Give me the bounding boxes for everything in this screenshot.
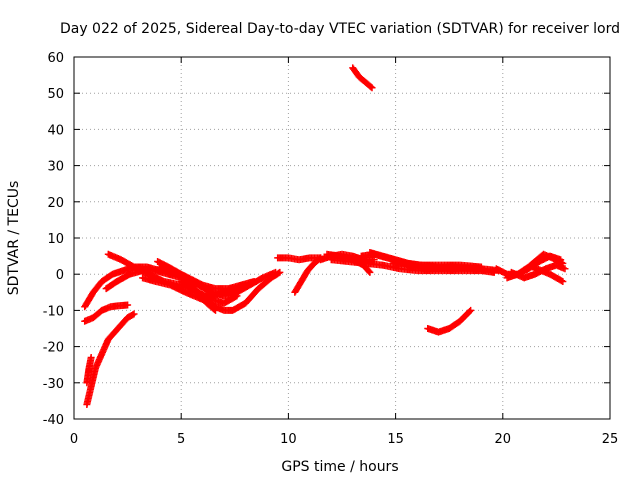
data-point: [124, 301, 132, 309]
data-point: [467, 306, 475, 314]
series-arc-1: [83, 310, 138, 409]
chart-title: Day 022 of 2025, Sidereal Day-to-day VTE…: [60, 21, 620, 37]
axis-ticks: 0 5 10 15 20 25 -40 -30 -20 -10 0 10 20 30 40 50 60: [43, 51, 619, 447]
data-point: [559, 277, 567, 285]
data-point: [367, 83, 375, 91]
series-arc-19: [424, 306, 475, 336]
series-arc-11: [274, 254, 325, 264]
data-marks: [81, 64, 569, 409]
x-tick-label: 20: [495, 432, 512, 447]
data-point: [365, 267, 373, 275]
series-arc-23: [529, 263, 567, 285]
x-tick-label: 10: [280, 432, 297, 447]
x-tick-label: 25: [602, 432, 619, 447]
data-point: [130, 310, 138, 318]
y-tick-label: 30: [47, 160, 64, 175]
data-point: [561, 265, 569, 273]
x-axis-label: GPS time / hours: [281, 459, 398, 475]
series-arc-2: [83, 353, 95, 387]
y-tick-label: -10: [43, 304, 64, 319]
y-tick-label: 50: [47, 87, 64, 102]
series-arc-10: [154, 258, 258, 293]
y-tick-label: 40: [47, 123, 64, 138]
series-arc-12: [291, 254, 325, 296]
x-tick-label: 15: [387, 432, 404, 447]
data-point: [250, 277, 258, 285]
series-arc-18: [349, 64, 376, 92]
y-tick-label: 60: [47, 51, 64, 66]
y-tick-label: 10: [47, 232, 64, 247]
y-tick-label: 0: [56, 268, 64, 283]
data-point: [368, 84, 376, 92]
data-point: [272, 268, 280, 276]
series-arc-24: [389, 259, 485, 271]
data-point: [466, 307, 474, 315]
y-axis-label: SDTVAR / TECUs: [6, 181, 22, 296]
data-point: [87, 353, 95, 361]
x-tick-label: 0: [70, 432, 78, 447]
data-point: [366, 268, 374, 276]
data-point: [477, 263, 485, 271]
x-tick-label: 5: [177, 432, 185, 447]
grid: [74, 57, 610, 419]
series-arc-3: [81, 301, 132, 325]
y-tick-label: 20: [47, 196, 64, 211]
y-tick-label: -30: [43, 377, 64, 392]
y-tick-label: -20: [43, 341, 64, 356]
y-tick-label: -40: [43, 413, 64, 428]
